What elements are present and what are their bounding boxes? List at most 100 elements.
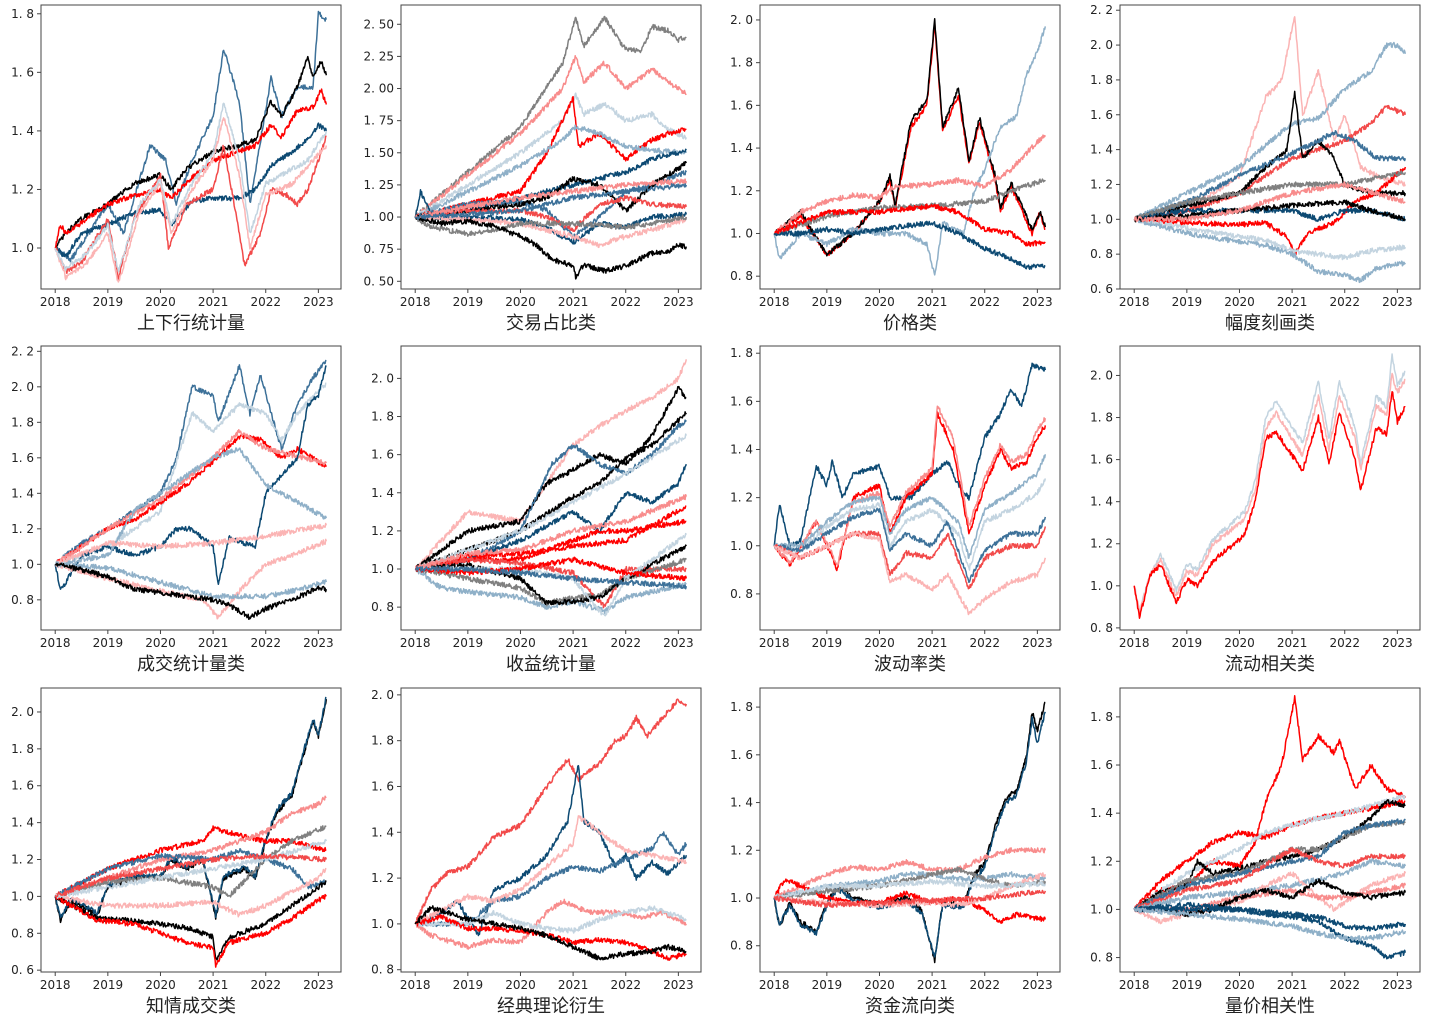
x-tick-label: 2019 bbox=[1172, 295, 1203, 309]
x-tick-label: 2023 bbox=[1382, 295, 1413, 309]
x-tick-label: 2021 bbox=[198, 295, 229, 309]
y-tick-label: 1. 4 bbox=[730, 442, 753, 456]
x-tick-label: 2020 bbox=[145, 295, 176, 309]
y-tick-label: 1. 0 bbox=[730, 539, 753, 553]
series-line-s12 bbox=[1133, 181, 1406, 223]
x-tick-label: 2023 bbox=[1022, 295, 1053, 309]
plot-area bbox=[1133, 695, 1407, 960]
y-tick-label: 1. 6 bbox=[371, 448, 394, 462]
series-line-s1 bbox=[54, 699, 328, 924]
y-tick-label: 1. 2 bbox=[1090, 854, 1113, 868]
y-tick-label: 1. 6 bbox=[1090, 758, 1113, 772]
series-line-s11 bbox=[54, 852, 328, 898]
y-tick-label: 1. 00 bbox=[363, 210, 394, 224]
x-tick-label: 2020 bbox=[505, 636, 536, 650]
series-line-s9 bbox=[1133, 217, 1406, 261]
plot-area bbox=[1133, 353, 1406, 619]
x-tick-label: 2018 bbox=[40, 636, 71, 650]
x-tick-label: 2019 bbox=[1172, 978, 1203, 992]
x-tick-label: 2022 bbox=[250, 636, 281, 650]
y-tick-label: 1. 75 bbox=[363, 114, 394, 128]
series-line-s7 bbox=[1133, 847, 1406, 913]
subplot-11: 2018 2019 2020 2021 2022 2023 0. 8 1. 0 1. 2 1. 4… bbox=[730, 687, 1061, 1017]
series-line-s14 bbox=[414, 178, 688, 219]
series-line-s6 bbox=[1133, 818, 1406, 911]
series-line-s9 bbox=[54, 561, 328, 600]
y-tick-label: 2. 2 bbox=[1090, 3, 1113, 17]
plot-area bbox=[54, 10, 328, 283]
x-tick-label: 2018 bbox=[400, 636, 431, 650]
series-line-s1 bbox=[54, 10, 328, 263]
x-tick-label: 2019 bbox=[812, 636, 843, 650]
x-tick-label: 2021 bbox=[1277, 295, 1308, 309]
y-tick-label: 2. 2 bbox=[11, 344, 34, 358]
y-tick-label: 2. 50 bbox=[363, 17, 394, 31]
subplot-3: 2018 2019 2020 2021 2022 2023 0. 8 1. 0 1. 2 1. 4… bbox=[730, 4, 1061, 334]
series-line-s9 bbox=[773, 889, 1047, 909]
y-tick-label: 1. 6 bbox=[11, 451, 34, 465]
y-tick-label: 1. 0 bbox=[11, 889, 34, 903]
y-tick-label: 2. 0 bbox=[371, 688, 394, 702]
series-line-s5 bbox=[54, 825, 327, 898]
y-tick-label: 1. 0 bbox=[11, 241, 34, 255]
y-tick-label: 1. 0 bbox=[1090, 579, 1113, 593]
subplot-title: 流动相关类 bbox=[1225, 654, 1315, 675]
x-tick-label: 2023 bbox=[1382, 978, 1413, 992]
series-line-s9 bbox=[55, 893, 327, 968]
subplot-8: 2018 2019 2020 2021 2022 2023 0. 8 1. 0 1. 2 1. 4… bbox=[1090, 345, 1421, 675]
axes-frame bbox=[759, 4, 1061, 290]
y-tick-label: 1. 6 bbox=[1090, 453, 1113, 467]
y-tick-label: 1. 8 bbox=[730, 346, 753, 360]
y-tick-label: 1. 0 bbox=[730, 891, 753, 905]
y-tick-label: 1. 8 bbox=[1090, 710, 1113, 724]
axes-frame bbox=[400, 687, 702, 973]
series-line-s3 bbox=[773, 26, 1047, 276]
axes-frame bbox=[400, 345, 702, 631]
series-line-s4 bbox=[1133, 90, 1407, 222]
y-tick-label: 1. 8 bbox=[371, 410, 394, 424]
series-line-s7 bbox=[54, 102, 328, 273]
y-tick-label: 0. 8 bbox=[11, 926, 34, 940]
y-tick-label: 2. 0 bbox=[11, 380, 34, 394]
plot-area bbox=[773, 362, 1047, 616]
series-line-s13 bbox=[414, 214, 688, 280]
x-tick-label: 2018 bbox=[400, 978, 431, 992]
series-line-s3 bbox=[1133, 794, 1406, 910]
subplot-5: 2018 2019 2020 2021 2022 2023 0. 8 1. 0 1. 2 1. 4… bbox=[11, 344, 342, 675]
y-tick-label: 1. 0 bbox=[1090, 902, 1113, 916]
y-tick-label: 1. 25 bbox=[363, 178, 394, 192]
y-tick-label: 1. 6 bbox=[371, 779, 394, 793]
axes-frame bbox=[40, 687, 342, 973]
plot-area bbox=[414, 698, 688, 961]
x-tick-label: 2021 bbox=[198, 978, 229, 992]
y-tick-label: 1. 0 bbox=[1090, 212, 1113, 226]
subplot-7: 2018 2019 2020 2021 2022 2023 0. 8 1. 0 1. 2 1. 4… bbox=[730, 345, 1061, 675]
series-line-s3 bbox=[1133, 391, 1406, 619]
x-tick-label: 2022 bbox=[250, 295, 281, 309]
subplot-title: 资金流向类 bbox=[865, 996, 955, 1017]
y-tick-label: 1. 2 bbox=[1090, 537, 1113, 551]
y-tick-label: 1. 6 bbox=[11, 65, 34, 79]
y-tick-label: 1. 4 bbox=[1090, 495, 1113, 509]
y-tick-label: 1. 8 bbox=[730, 56, 753, 70]
x-tick-label: 2018 bbox=[1119, 978, 1150, 992]
x-tick-label: 2021 bbox=[558, 295, 589, 309]
subplot-2: 2018 2019 2020 2021 2022 2023 0. 50 0. 75 1. 00 1… bbox=[363, 4, 702, 334]
series-line-s3 bbox=[414, 92, 688, 219]
y-tick-label: 1. 2 bbox=[730, 184, 753, 198]
y-tick-label: 0. 8 bbox=[1090, 247, 1113, 261]
subplot-9: 2018 2019 2020 2021 2022 2023 0. 6 0. 8 1. 0 1. 2… bbox=[11, 687, 342, 1017]
x-tick-label: 2022 bbox=[969, 978, 1000, 992]
x-tick-label: 2018 bbox=[1119, 636, 1150, 650]
x-tick-label: 2020 bbox=[145, 978, 176, 992]
series-line-s1 bbox=[414, 698, 688, 925]
plot-area bbox=[54, 696, 328, 968]
subplot-title: 上下行统计量 bbox=[137, 313, 245, 334]
plot-area bbox=[414, 15, 688, 280]
y-tick-label: 0. 50 bbox=[363, 274, 394, 288]
y-tick-label: 1. 8 bbox=[11, 742, 34, 756]
x-tick-label: 2018 bbox=[40, 295, 71, 309]
plot-area bbox=[54, 359, 328, 621]
y-tick-label: 1. 4 bbox=[11, 124, 34, 138]
subplot-title: 价格类 bbox=[883, 313, 937, 334]
